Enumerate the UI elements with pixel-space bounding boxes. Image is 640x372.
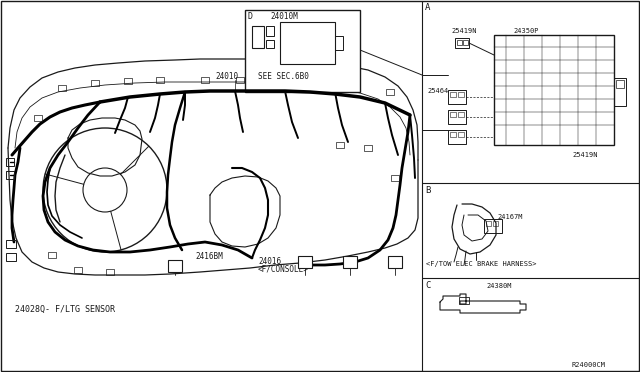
Bar (266, 26, 274, 36)
Text: A: A (393, 260, 397, 269)
Text: 24350P: 24350P (513, 28, 538, 34)
Bar (388, 256, 402, 268)
Text: D: D (248, 12, 253, 21)
Bar (266, 40, 274, 48)
Bar (463, 40, 468, 45)
Text: 24380M: 24380M (486, 283, 511, 289)
Bar (168, 260, 182, 272)
Bar (74, 267, 82, 273)
Bar (236, 77, 244, 83)
Bar (6, 171, 14, 179)
Bar (458, 112, 464, 117)
Bar (614, 78, 626, 106)
Bar (448, 110, 466, 124)
Text: C: C (425, 281, 430, 290)
Text: 24028Q- F/LTG SENSOR: 24028Q- F/LTG SENSOR (15, 305, 115, 314)
Text: 25419N: 25419N (451, 28, 477, 34)
Text: 25464: 25464 (427, 88, 448, 94)
Bar (448, 130, 466, 144)
Bar (351, 82, 359, 88)
Bar (391, 175, 399, 181)
Bar (455, 38, 469, 48)
Bar (494, 35, 614, 145)
Text: 25419N: 25419N (572, 152, 598, 158)
Text: R24000CM: R24000CM (572, 362, 606, 368)
Bar (201, 77, 209, 83)
Text: 2416BM: 2416BM (195, 252, 223, 261)
Bar (106, 269, 114, 275)
Bar (298, 256, 312, 268)
Text: SEE SEC.6B0: SEE SEC.6B0 (258, 72, 309, 81)
Bar (252, 26, 264, 48)
Bar (48, 252, 56, 258)
Bar (335, 36, 343, 50)
Text: <F/TOW ELEC BRAKE HARNESS>: <F/TOW ELEC BRAKE HARNESS> (426, 261, 536, 267)
Text: D: D (173, 263, 177, 273)
Bar (386, 89, 394, 95)
Bar (616, 80, 624, 88)
Bar (245, 10, 360, 92)
Bar (484, 219, 502, 233)
Bar (364, 145, 372, 151)
Bar (58, 85, 66, 91)
Bar (450, 92, 456, 97)
Bar (458, 132, 464, 137)
Text: 24167M: 24167M (497, 214, 522, 220)
Bar (276, 77, 284, 83)
Bar (91, 80, 99, 86)
Text: B: B (425, 186, 430, 195)
Bar (493, 221, 498, 226)
Text: 24010M: 24010M (270, 12, 298, 21)
Bar (280, 22, 335, 64)
Bar (336, 142, 344, 148)
Bar (34, 115, 42, 121)
Bar (448, 90, 466, 104)
Bar (450, 132, 456, 137)
Bar (486, 221, 491, 226)
Bar (458, 92, 464, 97)
Text: B: B (303, 260, 307, 269)
Bar (457, 40, 462, 45)
Bar (343, 256, 357, 268)
Bar (124, 78, 132, 84)
Bar (6, 253, 16, 261)
Bar (459, 297, 469, 304)
Bar (156, 77, 164, 83)
Bar (450, 112, 456, 117)
Text: 24016: 24016 (258, 257, 281, 266)
Bar (6, 158, 14, 166)
Bar (6, 240, 16, 248)
Text: 24010: 24010 (215, 72, 238, 81)
Text: A: A (425, 3, 430, 12)
Text: <F/CONSOLE>: <F/CONSOLE> (258, 264, 309, 273)
Bar (316, 79, 324, 85)
Text: C: C (348, 260, 352, 269)
